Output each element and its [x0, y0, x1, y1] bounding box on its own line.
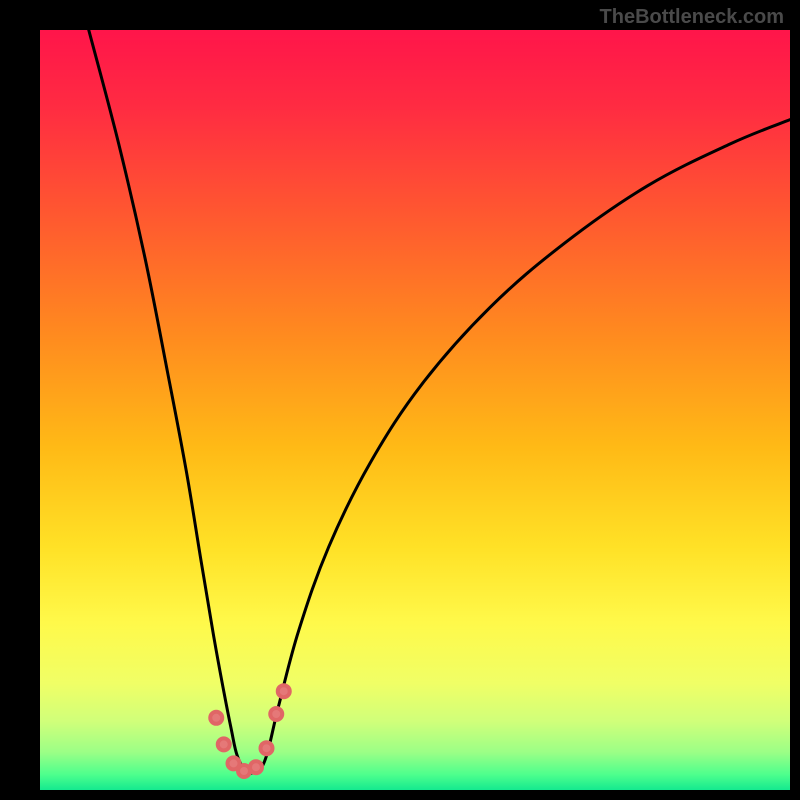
trough-marker — [210, 712, 222, 724]
trough-marker — [218, 738, 230, 750]
trough-marker — [261, 742, 273, 754]
plot-area — [40, 30, 790, 790]
trough-marker — [250, 761, 262, 773]
curve-layer — [40, 30, 790, 790]
watermark-text: TheBottleneck.com — [600, 6, 784, 29]
chart-frame: TheBottleneck.com — [0, 0, 800, 800]
trough-marker — [278, 685, 290, 697]
bottleneck-curve — [89, 30, 790, 773]
trough-marker — [270, 708, 282, 720]
